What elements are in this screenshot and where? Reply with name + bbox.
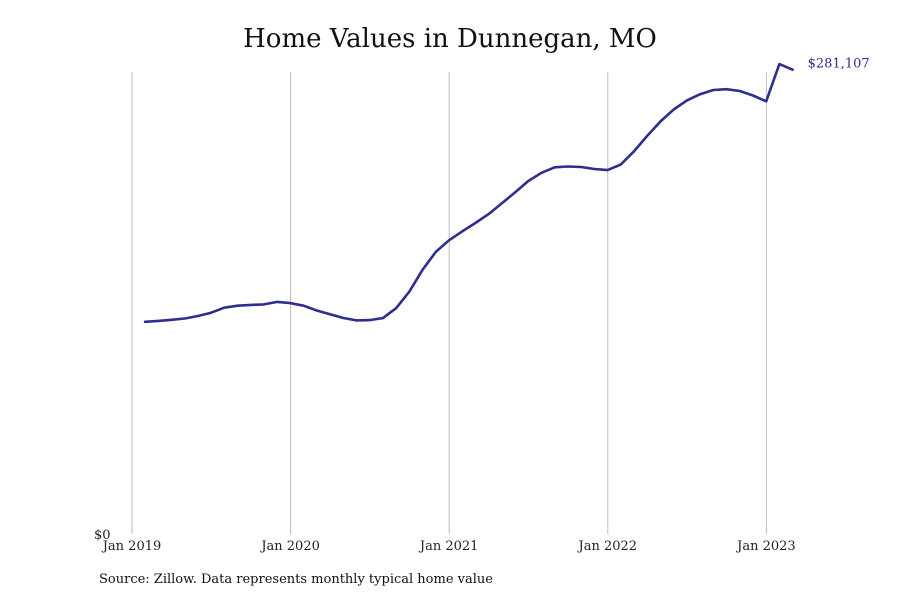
series-line bbox=[143, 62, 794, 324]
source-note: Source: Zillow. Data represents monthly … bbox=[99, 572, 493, 587]
x-tick-label: Jan 2022 bbox=[577, 539, 638, 554]
x-tick-label: Jan 2023 bbox=[735, 539, 796, 554]
chart-title: Home Values in Dunnegan, MO bbox=[243, 24, 657, 54]
end-value-label: $281,107 bbox=[808, 57, 870, 72]
y-tick-label: $0 bbox=[94, 528, 111, 543]
x-tick-label: Jan 2019 bbox=[101, 539, 162, 554]
x-tick-label: Jan 2021 bbox=[418, 539, 479, 554]
x-tick-label: Jan 2020 bbox=[259, 539, 320, 554]
